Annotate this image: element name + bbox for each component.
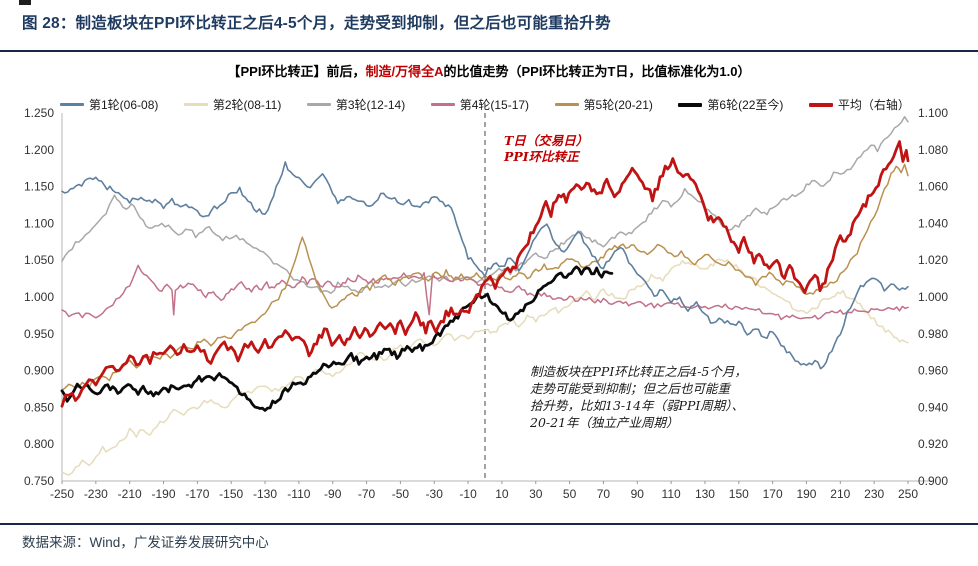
y-right-tick-label: 1.000 — [918, 290, 948, 304]
x-tick-label: 70 — [597, 487, 611, 501]
t-day-annotation-line: PPI环比转正 — [504, 149, 579, 164]
legend-label: 平均（右轴） — [837, 98, 910, 112]
note-annotation-line: 拾升势，比如13-14年（弱PPI周期）、 — [530, 398, 745, 413]
x-tick-label: 210 — [830, 487, 850, 501]
t-day-annotation: T日（交易日） PPI环比转正 — [504, 133, 588, 165]
legend-item: 第1轮(06-08) — [60, 96, 158, 113]
y-left-tick-label: 0.900 — [24, 364, 54, 378]
title-divider — [0, 50, 978, 52]
x-tick-label: 150 — [729, 487, 749, 501]
y-left-tick-label: 1.150 — [24, 180, 54, 194]
subtitle-prefix: 【PPI环比转正】前后， — [227, 64, 366, 79]
x-tick-label: 10 — [495, 487, 509, 501]
x-tick-label: -10 — [459, 487, 477, 501]
y-left-tick-label: 0.750 — [24, 474, 54, 488]
x-tick-label: -150 — [219, 487, 243, 501]
x-tick-label: -230 — [84, 487, 108, 501]
y-left-tick-label: 0.800 — [24, 437, 54, 451]
legend-item: 平均（右轴） — [808, 96, 910, 113]
y-left-tick-label: 0.950 — [24, 327, 54, 341]
x-tick-label: -130 — [253, 487, 277, 501]
legend-line-swatch — [808, 102, 833, 107]
y-left-tick-label: 1.050 — [24, 253, 54, 267]
legend-item: 第3轮(12-14) — [306, 96, 406, 113]
x-tick-label: 130 — [695, 487, 715, 501]
legend-label: 第3轮(12-14) — [335, 98, 406, 112]
x-tick-label: 110 — [662, 487, 681, 501]
y-right-tick-label: 0.980 — [918, 327, 948, 341]
note-annotation-line: 制造板块在PPI环比转正之后4-5个月， — [530, 364, 747, 379]
y-right-tick-label: 0.900 — [918, 474, 948, 488]
series-line-6 — [60, 265, 614, 412]
series-line-7 — [60, 140, 910, 408]
legend-line-swatch — [430, 103, 455, 106]
y-left-tick-label: 1.200 — [24, 143, 54, 157]
x-tick-label: -50 — [392, 487, 410, 501]
y-left-tick-label: 1.000 — [24, 290, 54, 304]
x-tick-label: 170 — [763, 487, 783, 501]
x-tick-label: -90 — [324, 487, 342, 501]
y-left-tick-label: 1.100 — [24, 216, 54, 230]
legend-label: 第5轮(20-21) — [583, 98, 653, 112]
legend-line-swatch — [183, 103, 208, 106]
series-line-1 — [61, 258, 909, 476]
chart-legend: 第1轮(06-08) 第2轮(08-11) 第3轮(12-14) 第4轮(15-17)… — [60, 96, 910, 113]
x-tick-label: 250 — [898, 487, 918, 501]
subtitle-suffix: 的比值走势（PPI环比转正为T日，比值标准化为1.0） — [443, 64, 751, 79]
x-tick-label: -70 — [358, 487, 376, 501]
series-line-2 — [61, 115, 909, 294]
footer-divider — [0, 523, 978, 525]
x-tick-label: -170 — [185, 487, 209, 501]
series-line-4 — [61, 163, 909, 391]
x-tick-label: -190 — [152, 487, 176, 501]
y-right-tick-label: 0.940 — [918, 400, 948, 414]
y-right-tick-label: 1.040 — [918, 216, 948, 230]
series-line-5 — [61, 161, 909, 370]
y-right-tick-label: 0.960 — [918, 364, 948, 378]
legend-line-swatch — [678, 102, 703, 107]
y-right-tick-label: 1.020 — [918, 253, 948, 267]
x-tick-label: -210 — [118, 487, 142, 501]
x-tick-label: 30 — [529, 487, 543, 501]
note-annotation-line: 20-21年（独立产业周期） — [530, 415, 679, 430]
legend-line-swatch — [306, 103, 331, 106]
y-right-tick-label: 1.080 — [918, 143, 948, 157]
y-left-tick-label: 0.850 — [24, 400, 54, 414]
x-tick-label: 90 — [631, 487, 645, 501]
legend-line-swatch — [60, 103, 84, 106]
note-annotation-line: 走势可能受到抑制；但之后也可能重 — [530, 381, 731, 396]
legend-item: 第2轮(08-11) — [183, 96, 282, 113]
x-tick-label: 190 — [796, 487, 816, 501]
page-edge-mark — [19, 0, 31, 5]
legend-label: 第6轮(22至今) — [707, 98, 784, 112]
legend-item: 第5轮(20-21) — [554, 96, 653, 113]
series-line-3 — [61, 264, 909, 321]
x-tick-label: -30 — [426, 487, 444, 501]
y-right-tick-label: 1.100 — [918, 106, 948, 120]
chart-subtitle: 【PPI环比转正】前后，制造/万得全A的比值走势（PPI环比转正为T日，比值标准… — [0, 61, 978, 80]
x-tick-label: -250 — [50, 487, 74, 501]
legend-item: 第4轮(15-17) — [430, 96, 530, 113]
x-tick-label: 230 — [864, 487, 884, 501]
legend-label: 第4轮(15-17) — [459, 98, 530, 112]
y-right-tick-label: 0.920 — [918, 437, 948, 451]
legend-label: 第1轮(06-08) — [89, 98, 159, 112]
y-left-tick-label: 1.250 — [24, 106, 54, 120]
note-annotation: 制造板块在PPI环比转正之后4-5个月， 走势可能受到抑制；但之后也可能重 拾升… — [530, 363, 747, 431]
x-tick-label: -110 — [287, 487, 310, 501]
x-tick-label: 50 — [563, 487, 577, 501]
legend-line-swatch — [554, 103, 579, 106]
data-source: 数据来源：Wind，广发证券发展研究中心 — [22, 535, 269, 550]
subtitle-highlight: 制造/万得全A — [365, 64, 444, 79]
figure-title: 图 28：制造板块在PPI环比转正之后4-5个月，走势受到抑制，但之后也可能重拾… — [22, 15, 611, 32]
legend-label: 第2轮(08-11) — [212, 98, 282, 112]
y-right-tick-label: 1.060 — [918, 180, 948, 194]
t-day-annotation-line: T日（交易日） — [504, 133, 589, 148]
legend-item: 第6轮(22至今) — [678, 96, 783, 113]
